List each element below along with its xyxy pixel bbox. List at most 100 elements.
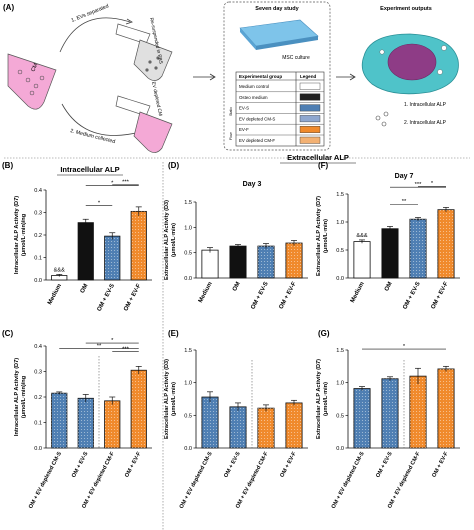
y-axis-label: (μmol/L·min) [323, 382, 329, 416]
legend-header-legend: Legend [300, 74, 317, 79]
x-tick-label: OM + EV-F [431, 451, 450, 479]
y-tick-label: 0.2 [34, 395, 42, 401]
bar [201, 249, 219, 279]
y-tick-label: 0.2 [34, 233, 42, 239]
output1-label: 1. Intracellular ALP [404, 102, 447, 108]
arrow-evs-separated [59, 17, 131, 53]
x-tick-label: OM + EV depleted CM-S [331, 451, 366, 510]
y-axis-label: Extracellular ALP Activity (D7) [316, 359, 322, 439]
y-axis-label: (μmol/L·min) [171, 382, 177, 416]
y-axis-label: Intracellular ALP Activity (D7) [14, 196, 20, 274]
legend-row-label: EV-S [239, 106, 249, 111]
outputs-title: Experiment outputs [380, 6, 432, 12]
significance-label: &&& [356, 233, 367, 239]
y-axis-label: (μmol/L·min)/ng [21, 213, 27, 256]
legend-row-swatch [299, 93, 321, 101]
legend-row-swatch [299, 104, 321, 112]
y-axis-label: Extracellular ALP Activity (D3) [164, 200, 170, 280]
y-tick-label: 0.5 [336, 248, 344, 254]
pbs-tube-icon [115, 23, 173, 81]
panel-label: (G) [318, 329, 330, 338]
vesicles-icon [375, 111, 389, 127]
output2-label: 2. Intracellular ALP [404, 120, 447, 126]
study-box [223, 1, 331, 151]
x-tick-label: OM [232, 281, 242, 292]
y-tick-label: 0.5 [184, 251, 192, 257]
charts-area: 0.0 0.1 0.2 0.3 0.4 Intracellular ALP Activit… [2, 161, 460, 510]
x-tick-label: OM + EV-S [402, 281, 421, 310]
arrow-head-icon [349, 73, 356, 81]
chart-title: Day 7 [395, 173, 414, 180]
bar-texture [51, 393, 67, 448]
bar-texture [353, 388, 371, 448]
legend-row-label: EV depleted CM-S [239, 116, 275, 121]
significance-label: *** [122, 180, 130, 186]
chart-title: Day 3 [243, 181, 262, 188]
ev-depleted-tube-icon [115, 95, 173, 153]
x-tick-label: OM [384, 281, 394, 292]
x-tick-label: Medium [198, 281, 214, 304]
bar [229, 245, 247, 279]
chart-f: Day 7 0.0 0.5 1.0 1.5 Extracellular ALP Activ… [316, 173, 460, 311]
bar-texture [437, 209, 455, 278]
y-tick-label: 1.5 [184, 200, 192, 206]
y-tick-label: 0.0 [336, 446, 344, 452]
y-tick-label: 0.1 [34, 421, 42, 427]
bar-texture [409, 376, 427, 448]
chart-c: 0.0 0.1 0.2 0.3 0.4 Intracellular ALP Activit… [14, 338, 152, 510]
panel-label: (D) [168, 161, 179, 170]
significance-label: *** [415, 182, 423, 188]
x-tick-label: OM + EV-S [250, 281, 269, 310]
y-tick-label: 0.3 [34, 370, 42, 376]
bar-texture [104, 236, 120, 280]
x-tick-label: OM + EV depleted CM-S [179, 451, 214, 510]
y-axis-label: Intracellular ALP Activity (D7) [14, 358, 20, 436]
y-tick-label: 0.0 [34, 446, 42, 452]
y-tick-label: 1.0 [336, 220, 344, 226]
x-tick-label: Medium [47, 283, 63, 306]
legend-row-swatch [299, 125, 321, 133]
well-plate-icon [239, 19, 319, 50]
arrow-head-icon [125, 18, 133, 25]
x-tick-label: OM + EV depleted CM-S [28, 451, 63, 510]
bar-texture [409, 219, 427, 278]
panel-label: (E) [168, 329, 179, 338]
ev-depleted-cm-label: EV depleted CM [150, 81, 163, 116]
bar-texture [285, 243, 303, 278]
y-tick-label: 1.5 [336, 348, 344, 354]
bar-texture [285, 402, 303, 448]
bar-texture [229, 406, 247, 448]
y-tick-label: 0.5 [184, 413, 192, 419]
chart-d: Day 3 0.0 0.5 1.0 1.5 Extracellular ALP Activ… [164, 181, 308, 311]
x-tick-label: OM + EV-S [223, 451, 242, 479]
bar-texture [257, 246, 275, 278]
y-axis-label: (μmol/L·min) [171, 223, 177, 257]
bar-texture [257, 408, 275, 448]
section-intracellular-title: Intracellular ALP [60, 165, 119, 174]
x-tick-label: OM + EV-F [279, 451, 298, 479]
x-tick-label: OM + EV-F [430, 281, 449, 310]
x-tick-label: OM + EV-S [375, 451, 394, 479]
legend-header-group: Experimental group [239, 74, 282, 79]
y-tick-label: 0.0 [336, 276, 344, 282]
y-axis-label: (μmol/L·min)/ng [21, 375, 27, 418]
legend-row-label: Osteo medium [239, 95, 268, 100]
significance-label: &&& [54, 267, 65, 273]
legend-row-label: EV depleted CM-F [239, 138, 275, 143]
y-tick-label: 1.0 [336, 381, 344, 387]
panel-label-a: (A) [3, 3, 14, 12]
cell-icon [361, 33, 459, 95]
study-title: Seven day study [255, 6, 299, 12]
legend-row-label: EV-F [239, 127, 249, 132]
arrow-medium-collected [61, 103, 141, 136]
bar [77, 222, 94, 281]
chart-g: 0.0 0.5 1.0 1.5 Extracellular ALP Activity (… [316, 344, 460, 510]
panel-label: (F) [318, 161, 329, 170]
legend-row-swatch [299, 136, 321, 144]
y-tick-label: 1.0 [184, 225, 192, 231]
bar-texture [381, 378, 399, 448]
significance-label: * [98, 200, 101, 206]
x-tick-label: OM + EV-F [123, 283, 142, 312]
bar [353, 241, 371, 279]
